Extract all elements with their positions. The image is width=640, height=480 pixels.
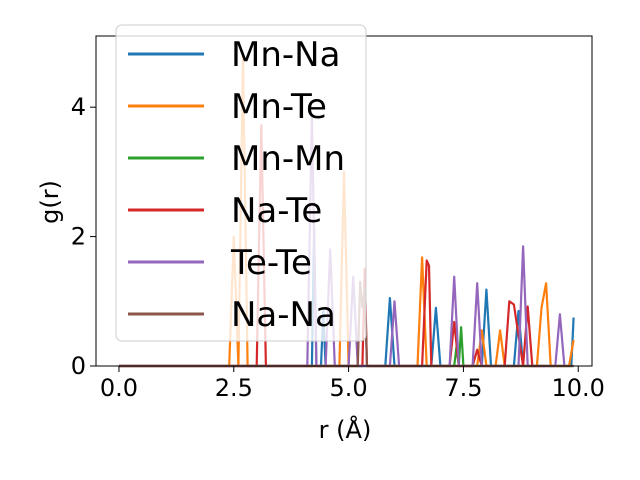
legend-label: Na-Na	[231, 295, 336, 335]
legend: Mn-Na Mn-Te Mn-Mn Na-Te Te-Te Na-Na	[115, 24, 367, 342]
legend-label: Te-Te	[230, 243, 312, 283]
x-axis-label: r (Å)	[319, 415, 372, 444]
x-tick-label: 7.5	[444, 374, 482, 402]
legend-label: Na-Te	[231, 191, 322, 231]
y-tick-label: 2	[71, 223, 86, 251]
axes-layer: 0.0 2.5 5.0 7.5 10.0 0 2 4	[71, 35, 605, 402]
y-tick-label: 0	[71, 352, 86, 380]
x-tick-label: 0.0	[100, 374, 138, 402]
x-tick-label: 10.0	[552, 374, 605, 402]
y-tick-label: 4	[71, 93, 86, 121]
legend-label: Mn-Mn	[231, 139, 345, 179]
legend-label: Mn-Na	[231, 35, 340, 75]
x-tick-label: 2.5	[215, 374, 253, 402]
x-tick-label: 5.0	[330, 374, 368, 402]
y-axis-label: g(r)	[36, 180, 64, 224]
legend-label: Mn-Te	[231, 87, 327, 127]
